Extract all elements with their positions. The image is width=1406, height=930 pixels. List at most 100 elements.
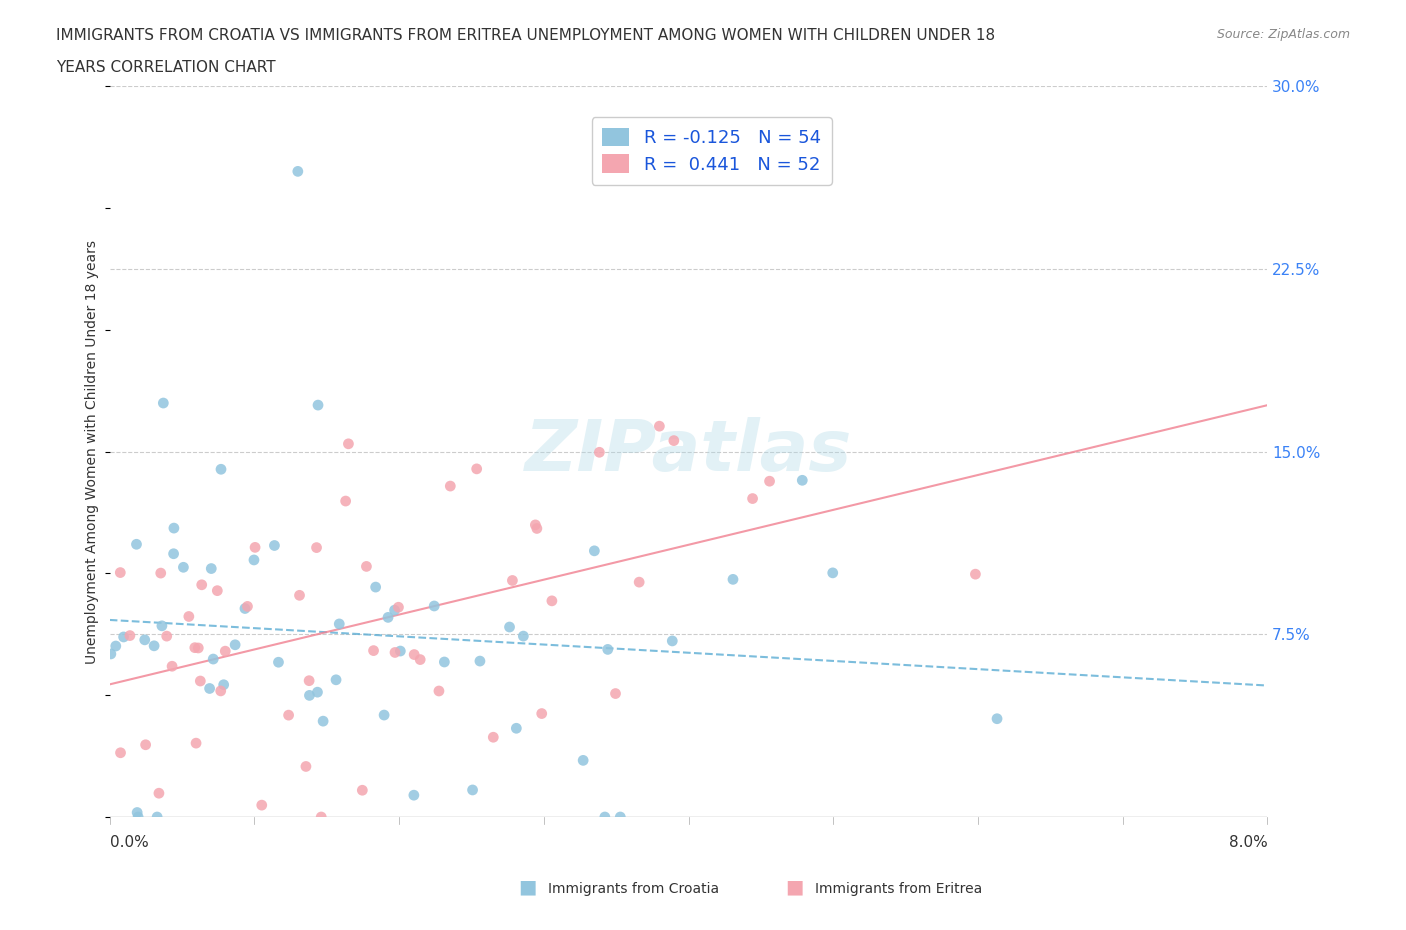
Point [363, 644, 385, 658]
Point [214, 644, 236, 658]
Legend: R = -0.125   N = 54, R =  0.441   N = 52: R = -0.125 N = 54, R = 0.441 N = 52 [592, 117, 832, 185]
Point [325, 672, 347, 687]
Point [209, 684, 232, 698]
Point [404, 647, 426, 662]
Point [609, 809, 631, 824]
Point [583, 543, 606, 558]
Point [127, 809, 149, 824]
Point [104, 639, 127, 654]
Point [152, 395, 174, 410]
Point [188, 673, 211, 688]
Text: Immigrants from Eritrea: Immigrants from Eritrea [815, 882, 983, 896]
Point [209, 462, 232, 477]
Point [572, 753, 595, 768]
Point [100, 646, 122, 661]
Point [352, 783, 374, 798]
Point [387, 600, 409, 615]
Point [134, 632, 156, 647]
Point [202, 652, 225, 667]
Point [965, 566, 987, 581]
Point [423, 599, 446, 614]
Point [468, 654, 491, 669]
Point [465, 461, 488, 476]
Point [384, 603, 406, 618]
Point [127, 805, 149, 820]
Text: 0.0%: 0.0% [110, 835, 149, 850]
Y-axis label: Unemployment Among Women with Children Under 18 years: Unemployment Among Women with Children U… [86, 240, 100, 663]
Point [184, 640, 207, 655]
Point [373, 708, 395, 723]
Point [986, 711, 1008, 726]
Point [307, 398, 329, 413]
Point [309, 809, 332, 824]
Point [143, 638, 166, 653]
Point [288, 588, 311, 603]
Point [541, 593, 564, 608]
Text: ■: ■ [785, 878, 804, 897]
Point [163, 521, 186, 536]
Point [263, 538, 285, 553]
Point [212, 677, 235, 692]
Point [207, 583, 229, 598]
Point [605, 686, 627, 701]
Point [267, 655, 290, 670]
Point [177, 609, 200, 624]
Point [593, 809, 616, 824]
Text: Source: ZipAtlas.com: Source: ZipAtlas.com [1216, 28, 1350, 41]
Point [427, 684, 450, 698]
Point [741, 491, 763, 506]
Point [156, 629, 179, 644]
Point [160, 658, 183, 673]
Point [356, 559, 378, 574]
Point [305, 540, 328, 555]
Point [125, 537, 148, 551]
Text: YEARS CORRELATION CHART: YEARS CORRELATION CHART [56, 60, 276, 75]
Point [118, 628, 141, 643]
Point [184, 736, 207, 751]
Point [277, 708, 299, 723]
Point [648, 418, 671, 433]
Point [187, 641, 209, 656]
Point [505, 721, 527, 736]
Point [307, 684, 329, 699]
Point [433, 655, 456, 670]
Point [482, 730, 505, 745]
Point [512, 629, 534, 644]
Point [439, 479, 461, 494]
Point [402, 788, 425, 803]
Point [287, 164, 309, 179]
Point [149, 565, 172, 580]
Point [146, 809, 169, 824]
Point [110, 565, 132, 580]
Point [112, 630, 135, 644]
Point [148, 786, 170, 801]
Point [328, 617, 350, 631]
Point [384, 645, 406, 660]
Point [821, 565, 844, 580]
Point [224, 637, 246, 652]
Point [295, 759, 318, 774]
Point [337, 436, 360, 451]
Point [526, 521, 548, 536]
Point [377, 610, 399, 625]
Point [661, 633, 683, 648]
Point [198, 681, 221, 696]
Point [233, 601, 256, 616]
Point [190, 578, 212, 592]
Point [150, 618, 173, 633]
Point [243, 552, 266, 567]
Point [298, 688, 321, 703]
Point [628, 575, 651, 590]
Point [135, 737, 157, 752]
Text: ZIPatlas: ZIPatlas [524, 417, 852, 486]
Point [662, 433, 685, 448]
Text: 8.0%: 8.0% [1229, 835, 1267, 850]
Text: IMMIGRANTS FROM CROATIA VS IMMIGRANTS FROM ERITREA UNEMPLOYMENT AMONG WOMEN WITH: IMMIGRANTS FROM CROATIA VS IMMIGRANTS FR… [56, 28, 995, 43]
Point [335, 494, 357, 509]
Point [501, 573, 523, 588]
Point [596, 642, 619, 657]
Point [364, 579, 387, 594]
Point [792, 472, 814, 487]
Point [530, 706, 553, 721]
Point [312, 713, 335, 728]
